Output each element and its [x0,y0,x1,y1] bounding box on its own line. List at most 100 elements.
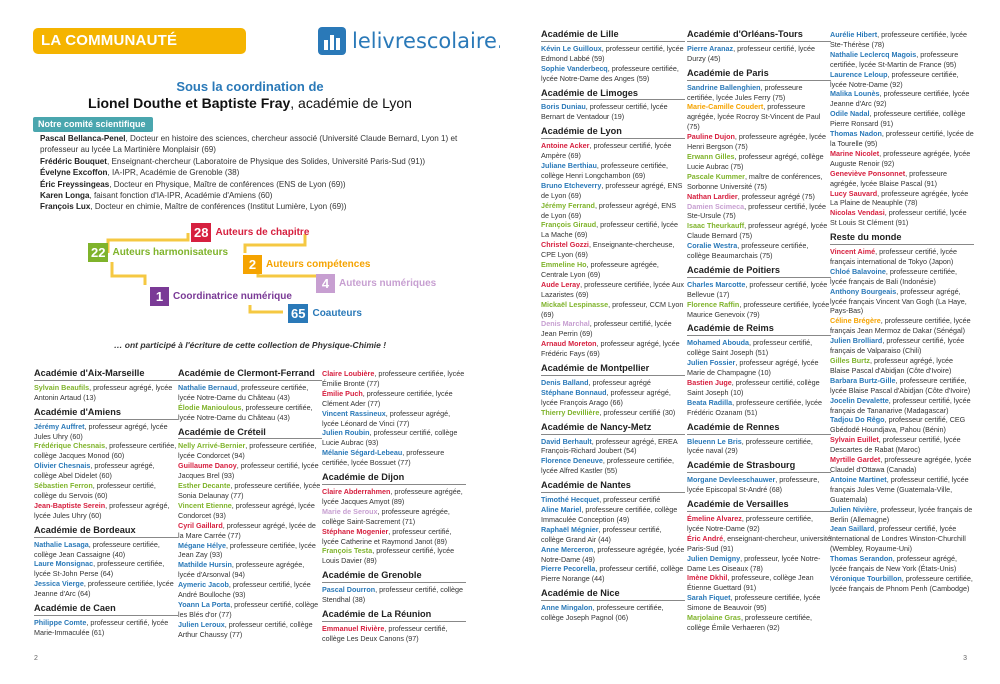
author-entry: Sarah Fiquet, professeure certifiée, lyc… [687,593,831,613]
author-entry: Éric André, enseignant-chercheur, univer… [687,534,831,554]
author-affiliation: , professeure agrégée, lycée Auguste Ren… [830,148,971,168]
author-entry: Chloé Balavoine, professeure certifiée, … [830,267,974,287]
author-name: Jean-Baptiste Serein [34,500,106,510]
author-name: Kévin Le Guilloux [541,43,602,53]
author-entry: Tadjou Do Rêgo, professeur certifié, CEG… [830,415,974,435]
column-6: Aurélie Hibert, professeure certifiée, l… [830,30,974,594]
author-entry: Nicolas Vendasi, professeur certifié, ly… [830,208,974,228]
author-entry: Véronique Tourbillon, professeure certif… [830,574,974,594]
author-affiliation: , professeur certifié, collège Saint Jos… [687,338,813,358]
author-affiliation: , professeure certifiée, lycée Alfred Ka… [541,456,675,476]
author-affiliation: , professeure agrégée, lycée La Plaine d… [830,188,969,208]
author-affiliation: , professeur agrégé, lycée de la Mare Ca… [178,520,316,540]
author-name: Laure Monsignac [34,559,94,569]
author-name: Myrtille Gardet [830,455,881,465]
stat-label: Coordinatrice numérique [173,291,292,302]
author-affiliation: , professeure certifiée, collège Henri L… [541,160,669,180]
academie-heading: Académie de Montpellier [541,363,685,376]
author-name: Sophie Vanderbecq [541,63,608,73]
author-affiliation: , professeur certifié, lycée St Louis St… [830,208,967,228]
author-entry: Denis Balland, professeur agrégé [541,378,685,388]
author-name: Yoann La Porta [178,599,231,609]
author-affiliation: , professeure certifiée, lycée Ste-Thérè… [830,30,968,49]
author-affiliation: , professeur certifié [599,495,661,505]
author-name: Pascal Dourron [322,585,376,595]
author-affiliation: , professeur agrégé (75) [737,191,815,201]
author-name: Émeline Alvarez [687,513,742,523]
academie-heading: Académie de Créteil [178,427,322,440]
author-entry: Claire Abderrahmen, professeure agrégée,… [322,487,466,507]
author-entry: Jean Saillard, professeur certifié, lycé… [830,524,974,554]
author-name: Damien Scimeca [687,201,745,211]
academie-heading: Académie de Paris [687,68,831,81]
author-affiliation: , professeur certifié, lycée de la Toure… [830,129,974,148]
author-name: Emmeline Ho [541,260,587,270]
author-affiliation: , professeur agrégé, lycée Antonin Artau… [34,382,173,402]
stat-item: 1 Coordinatrice numérique [150,287,292,306]
stat-number: 2 [243,255,262,274]
stat-label: Auteurs de chapitre [215,227,310,238]
author-name: François Testa [322,546,373,556]
academie-heading: Académie de La Réunion [322,609,466,622]
author-affiliation: , professeur certifié, collège Lucie Aub… [322,428,458,448]
author-affiliation: , professeur certifié, lycée français Ju… [830,474,969,504]
author-entry: Arnaud Moreton, professeur agrégé, lycée… [541,339,685,359]
author-affiliation: , professeure certifiée, collège Immacul… [541,504,678,524]
author-name: Tadjou Do Rêgo [830,415,885,425]
author-entry: Émeline Alvarez, professeure certifiée, … [687,514,831,534]
author-entry: David Berhault, professeur agrégé, EREA … [541,437,685,457]
author-entry: Pierre Aranaz, professeur certifié, lycé… [687,44,831,64]
author-name: Élodie Manioulous [178,402,242,412]
author-name: Thierry Devillière [541,407,600,417]
author-entry: Pierre Pecorella, professeur certifié, c… [541,564,685,584]
author-affiliation: , professeur certifié, lycée André Boull… [178,580,311,600]
author-affiliation: , professeur certifié, lycée Jean Perrin… [541,319,672,339]
author-affiliation: , professeur certifié, collège Stendhal … [322,585,464,605]
author-entry: Anne Mingalon, professeure certifiée, co… [541,603,685,623]
stat-number: 65 [288,304,309,323]
author-name: Anne Mingalon [541,603,593,613]
comite-member: Pascal Bellanca-Penel, Docteur en histoi… [40,133,470,156]
author-name: Laurence Leloup [830,69,888,79]
author-affiliation: , professeure certifiée, lycée Condorcet… [178,441,317,461]
author-name: Denis Balland [541,378,589,387]
stat-label: Auteurs harmonisateurs [112,247,229,258]
author-name: Nelly Arrivé-Bernier [178,441,246,451]
author-entry: Yoann La Porta, professeur certifié, col… [178,600,322,620]
author-entry: Céline Brégère, professeure certifiée, l… [830,316,974,336]
author-entry: Malika Lounès, professeure certifiée, ly… [830,89,974,109]
author-name: Timothé Hecquet [541,495,600,505]
author-entry: Lucy Sauvard, professeure agrégée, lycée… [830,189,974,209]
author-affiliation: , enseignant-chercheur, université Paris… [687,533,831,553]
author-affiliation: , professeure certifiée, lycée Notre-Dam… [178,402,313,422]
author-name: Julien Roubin [322,428,370,438]
author-affiliation: , professeure certifiée, lycée Sonia Del… [178,481,321,500]
author-entry: Aline Mariel, professeure certifiée, col… [541,505,685,525]
author-affiliation: , professeure agrégée, lycée Notre-Dame … [541,544,685,564]
author-entry: Julien Brolliard, professeur certifié, l… [830,336,974,356]
author-entry: Bastien Juge, professeur certifié, collè… [687,378,831,398]
author-name: Nathalie Lasaga [34,539,89,549]
author-entry: Vincent Aimé, professeur certifié, lycée… [830,247,974,267]
author-entry: Florence Deneuve, professeure certifiée,… [541,456,685,476]
author-name: Guillaume Danoy [178,461,237,471]
author-entry: Gilles Burtz, professeur agrégé, lycée B… [830,356,974,376]
author-name: Frédérique Chesnais [34,441,106,451]
author-affiliation: , professeur agrégé, lycée Jules Uhry (6… [34,500,170,520]
author-entry: Stéphane Bonnaud, professeur agrégé, lyc… [541,388,685,408]
author-affiliation: , professeure certifiée, lycée Jules Fer… [687,82,803,102]
author-affiliation: , professeure certifiée, lycée Frédéric … [687,397,823,417]
author-name: Céline Brégère [830,316,881,326]
author-name: Pascale Kummer [687,171,745,181]
author-entry: François Testa, professeur certifié, lyc… [322,546,466,566]
coordinators-academy: , académie de Lyon [290,95,412,111]
comite-member-name: Frédéric Bouquet [40,156,108,166]
author-entry: Mélanie Ségard-Lebeau, professeure certi… [322,448,466,468]
author-affiliation: , professeur agrégé, lycée français Vinc… [830,286,967,316]
academie-heading: Académie de Lille [541,29,685,42]
author-name: Sylvain Beaufils [34,382,90,392]
author-entry: Philippe Comte, professeur certifié, lyc… [34,618,178,638]
author-entry: Nathalie Leclercq Magois, professeure ce… [830,50,974,70]
author-entry: Imène Dkhil, professeure, collège Jean É… [687,573,831,593]
comite-member-desc: , faisant fonction d'IA-IPR, Académie d'… [89,191,273,201]
